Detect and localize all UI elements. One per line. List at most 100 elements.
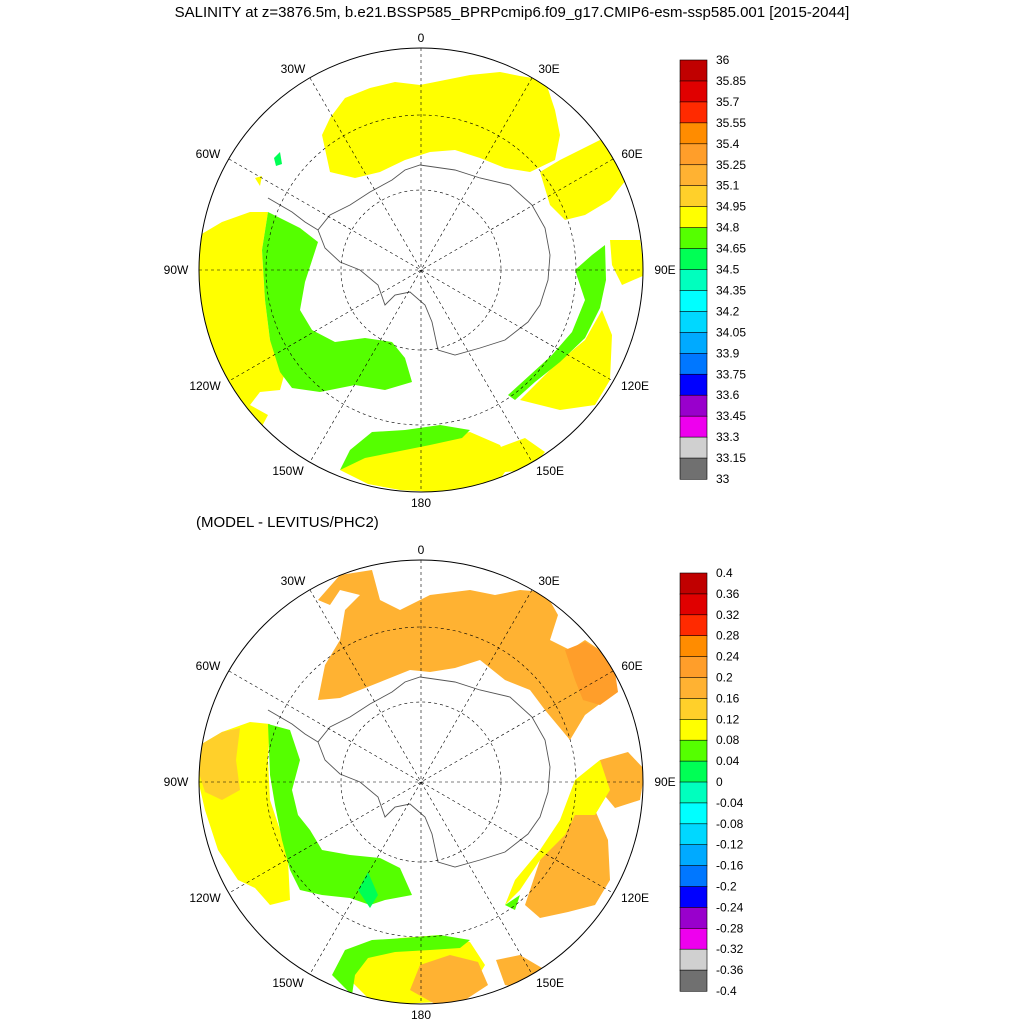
colorbar-tick-label: 0.4 xyxy=(716,566,733,580)
colorbar-swatch xyxy=(679,698,708,720)
colorbar-swatch xyxy=(679,614,708,637)
colorbar-tick-label: 33.6 xyxy=(716,388,740,402)
lon-label-180: 180 xyxy=(411,496,431,510)
difference-region xyxy=(318,570,615,740)
colorbar-tick-label: 33.9 xyxy=(716,346,740,360)
colorbar-tick-label: 33 xyxy=(716,472,730,486)
colorbar-tick-label: -0.08 xyxy=(716,817,744,831)
colorbar-tick-label: 35.4 xyxy=(716,137,740,151)
salinity-map: 0 30E 60E 90E 120E 150E 180 150W 120W 90… xyxy=(164,31,747,510)
lon-label-150e: 150E xyxy=(536,464,564,478)
antarctic-peninsula xyxy=(267,197,319,231)
colorbar-tick-label: 0.24 xyxy=(716,650,740,664)
colorbar-tick-label: 0.32 xyxy=(716,608,740,622)
colorbar-tick-label: 0.04 xyxy=(716,754,740,768)
colorbar-tick-label: -0.2 xyxy=(716,880,737,894)
colorbar-tick-label: 33.45 xyxy=(716,409,746,423)
difference-region xyxy=(505,895,520,910)
colorbar-swatch xyxy=(679,394,708,417)
colorbar-swatch xyxy=(679,122,708,145)
colorbar-swatch xyxy=(679,80,708,103)
colorbar-swatch xyxy=(679,760,708,783)
colorbar-swatch xyxy=(679,290,708,313)
salinity-region xyxy=(508,245,606,400)
colorbar-swatch xyxy=(679,101,708,124)
lon-label-30e: 30E xyxy=(538,574,559,588)
colorbar-swatch xyxy=(679,59,708,82)
colorbar-tick-label: 33.15 xyxy=(716,451,746,465)
lon-label-120w: 120W xyxy=(189,379,221,393)
colorbar-tick-label: 36 xyxy=(716,53,730,67)
lon-label-60e: 60E xyxy=(621,147,642,161)
difference-map: 0 30E 60E 90E 120E 150E 180 150W 120W 90… xyxy=(164,543,744,1022)
colorbar-swatch xyxy=(679,572,708,595)
colorbar-swatch xyxy=(679,886,708,909)
lon-label-90w: 90W xyxy=(164,775,189,789)
colorbar-tick-label: -0.24 xyxy=(716,900,744,914)
difference-fill-layer xyxy=(199,570,643,1004)
colorbar-tick-label: -0.04 xyxy=(716,796,744,810)
colorbar-tick-label: 34.5 xyxy=(716,263,740,277)
colorbar-tick-label: 34.35 xyxy=(716,283,746,297)
salinity-region xyxy=(340,425,470,470)
colorbar-swatch xyxy=(679,164,708,187)
difference-region xyxy=(358,872,378,908)
colorbar-swatch xyxy=(679,635,708,658)
colorbar-tick-label: 35.85 xyxy=(716,74,746,88)
colorbar-swatch xyxy=(679,206,708,229)
salinity-region xyxy=(610,240,643,285)
colorbar-swatch xyxy=(679,373,708,396)
colorbar-swatch xyxy=(679,436,708,459)
difference-region xyxy=(410,955,488,1004)
lon-label-150e: 150E xyxy=(536,976,564,990)
salinity-region xyxy=(340,432,510,492)
colorbar-tick-label: 34.65 xyxy=(716,242,746,256)
lon-label-90e: 90E xyxy=(654,263,675,277)
salinity-graticule xyxy=(199,48,643,492)
colorbar-tick-label: 0.16 xyxy=(716,691,740,705)
colorbar-swatch xyxy=(679,415,708,438)
figure-title: SALINITY at z=3876.5m, b.e21.BSSP585_BPR… xyxy=(174,4,850,21)
lon-label-90w: 90W xyxy=(164,263,189,277)
colorbar-swatch xyxy=(679,656,708,679)
colorbar-swatch xyxy=(679,248,708,271)
colorbar-tick-label: 35.7 xyxy=(716,95,740,109)
colorbar-tick-label: -0.12 xyxy=(716,838,744,852)
difference-region xyxy=(332,935,470,995)
lon-label-150w: 150W xyxy=(272,464,304,478)
colorbar-tick-label: 33.75 xyxy=(716,367,746,381)
difference-longitude-labels: 0 30E 60E 90E 120E 150E 180 150W 120W 90… xyxy=(164,543,676,1022)
antarctica-coastline xyxy=(317,164,551,356)
colorbar-tick-label: 0.28 xyxy=(716,629,740,643)
colorbar-tick-label: 0.12 xyxy=(716,712,740,726)
colorbar-tick-label: -0.36 xyxy=(716,963,744,977)
lon-label-120e: 120E xyxy=(621,379,649,393)
colorbar-swatch xyxy=(679,332,708,354)
colorbar-swatch xyxy=(679,844,708,867)
colorbar-tick-label: 0.36 xyxy=(716,587,740,601)
lon-label-60w: 60W xyxy=(196,659,221,673)
salinity-longitude-labels: 0 30E 60E 90E 120E 150E 180 150W 120W 90… xyxy=(164,31,676,510)
lon-label-30w: 30W xyxy=(281,62,306,76)
salinity-colorbar: 36 35.85 35.7 35.55 35.4 35.25 35.1 34.95 34.8 34… xyxy=(679,53,746,486)
colorbar-swatch xyxy=(679,802,708,825)
colorbar-tick-label: 35.1 xyxy=(716,179,740,193)
salinity-region xyxy=(520,310,612,410)
difference-region xyxy=(505,760,610,905)
colorbar-swatch xyxy=(679,781,708,804)
salinity-region xyxy=(540,140,630,220)
salinity-map-border xyxy=(198,47,644,493)
colorbar-swatch xyxy=(679,948,708,971)
lon-label-60e: 60E xyxy=(621,659,642,673)
difference-region xyxy=(199,728,240,800)
lon-label-60w: 60W xyxy=(196,147,221,161)
colorbar-tick-label: 34.95 xyxy=(716,200,746,214)
lon-label-0: 0 xyxy=(418,31,425,45)
colorbar-tick-label: 0.2 xyxy=(716,671,733,685)
colorbar-tick-label: 34.05 xyxy=(716,325,746,339)
colorbar-swatch xyxy=(679,927,708,950)
colorbar-swatch xyxy=(679,739,708,762)
colorbar-tick-label: 33.3 xyxy=(716,430,740,444)
colorbar-tick-label: 0 xyxy=(716,775,723,789)
